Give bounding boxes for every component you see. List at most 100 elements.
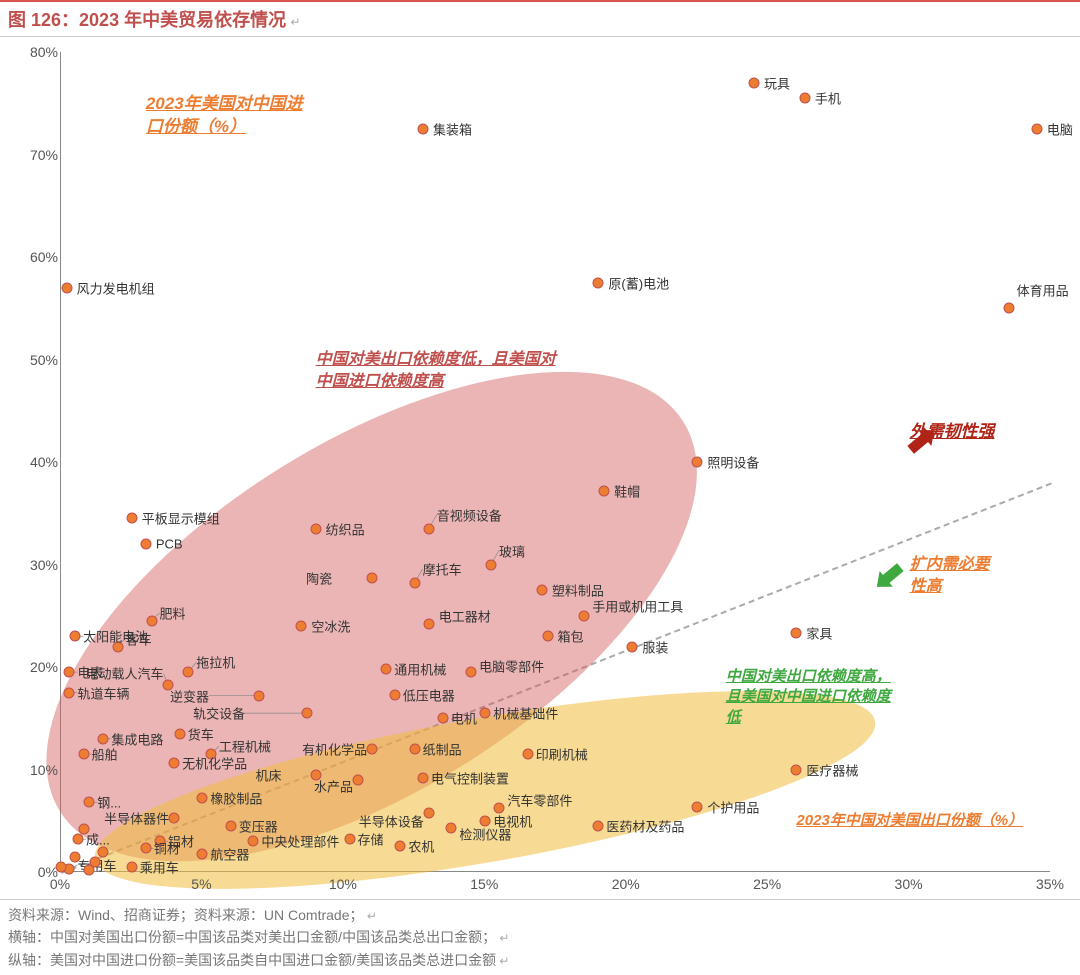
data-point bbox=[140, 843, 151, 854]
data-point bbox=[418, 123, 429, 134]
data-label: 电工器材 bbox=[439, 606, 491, 625]
data-label: 轨道车辆 bbox=[77, 683, 129, 702]
data-label: 家具 bbox=[806, 624, 832, 643]
chart-annotation: 中国对美出口依赖度低，且美国对中国进口依赖度高 bbox=[316, 349, 556, 392]
data-label: 检测仪器 bbox=[459, 824, 511, 843]
data-point bbox=[367, 572, 378, 583]
data-point bbox=[593, 820, 604, 831]
data-label: 航空器 bbox=[210, 844, 249, 863]
data-label: 电气控制装置 bbox=[431, 768, 509, 787]
data-point bbox=[389, 689, 400, 700]
data-label: 电表 bbox=[77, 663, 103, 682]
data-point bbox=[146, 615, 157, 626]
data-label: 机械基础件 bbox=[493, 704, 558, 723]
data-label: 半导体设备 bbox=[359, 811, 424, 830]
data-point bbox=[409, 744, 420, 755]
data-point bbox=[174, 728, 185, 739]
data-label: 货车 bbox=[188, 724, 214, 743]
data-label: 纺织品 bbox=[326, 519, 365, 538]
data-label: 拖拉机 bbox=[196, 653, 235, 672]
data-point bbox=[437, 713, 448, 724]
data-point bbox=[302, 708, 313, 719]
data-label: 风力发电机组 bbox=[77, 278, 155, 297]
data-point bbox=[1003, 303, 1014, 314]
data-point bbox=[692, 802, 703, 813]
data-point bbox=[163, 680, 174, 691]
data-label: 集成电路 bbox=[111, 729, 163, 748]
data-point bbox=[627, 641, 638, 652]
data-label: 印刷机械 bbox=[536, 745, 588, 764]
data-label: 电脑零部件 bbox=[479, 657, 544, 676]
data-point bbox=[84, 797, 95, 808]
data-point bbox=[126, 513, 137, 524]
chart-annotation: 2023年中国对美国出口份额（%） bbox=[796, 811, 1023, 831]
data-point bbox=[485, 559, 496, 570]
data-label: 医药材及药品 bbox=[606, 816, 684, 835]
data-label: 有机化学品 bbox=[302, 740, 367, 759]
y-tick: 80% bbox=[20, 44, 58, 60]
data-label: 电脑 bbox=[1047, 119, 1073, 138]
data-point bbox=[225, 820, 236, 831]
chart-footer: 资料来源：Wind、招商证券；资料来源：UN Comtrade； ↵ 横轴：中国… bbox=[0, 899, 1080, 975]
data-point bbox=[692, 457, 703, 468]
data-point bbox=[536, 585, 547, 596]
data-label: 通用机械 bbox=[394, 660, 446, 679]
data-label: 空冰洗 bbox=[311, 617, 350, 636]
data-label: 存储 bbox=[358, 830, 384, 849]
chart-annotation: 扩内需必要性高 bbox=[910, 554, 990, 597]
data-label: 汽车零部件 bbox=[507, 791, 572, 810]
data-point bbox=[409, 577, 420, 588]
data-label: 低压电器 bbox=[403, 685, 455, 704]
data-label: 陶瓷 bbox=[306, 568, 332, 587]
data-point bbox=[64, 687, 75, 698]
data-point bbox=[140, 539, 151, 550]
data-point bbox=[183, 667, 194, 678]
data-label: 农机 bbox=[408, 837, 434, 856]
data-point bbox=[169, 812, 180, 823]
y-tick: 70% bbox=[20, 147, 58, 163]
data-label: 手用或机用工具 bbox=[592, 596, 683, 615]
chart-title: 图 126：2023 年中美贸易依存情况 bbox=[8, 10, 286, 30]
data-point bbox=[248, 836, 259, 847]
data-label: 体育用品 bbox=[1017, 281, 1069, 300]
data-point bbox=[70, 631, 81, 642]
data-point bbox=[423, 618, 434, 629]
data-point bbox=[61, 282, 72, 293]
data-label: 纸制品 bbox=[423, 740, 462, 759]
data-point bbox=[593, 277, 604, 288]
data-label: 原(蓄)电池 bbox=[608, 273, 669, 292]
data-point bbox=[78, 823, 89, 834]
data-point bbox=[344, 834, 355, 845]
data-point bbox=[310, 523, 321, 534]
data-point bbox=[126, 861, 137, 872]
data-point bbox=[84, 864, 95, 875]
data-point bbox=[418, 772, 429, 783]
data-point bbox=[197, 793, 208, 804]
data-point bbox=[799, 93, 810, 104]
data-point bbox=[749, 77, 760, 88]
data-label: 机床 bbox=[256, 765, 282, 784]
data-label: 鞋帽 bbox=[614, 481, 640, 500]
data-point bbox=[70, 851, 81, 862]
data-label: 工程机械 bbox=[219, 737, 271, 756]
data-label: 照明设备 bbox=[707, 453, 759, 472]
data-point bbox=[197, 848, 208, 859]
data-point bbox=[353, 774, 364, 785]
data-label: 乘用车 bbox=[140, 857, 179, 876]
data-point bbox=[381, 664, 392, 675]
data-label: 个护用品 bbox=[707, 798, 759, 817]
data-label: 变压器 bbox=[239, 816, 278, 835]
footer-yaxis-def: 纵轴：美国对中国进口份额=美国该品类自中国进口金额/美国该品类总进口金额 bbox=[8, 952, 496, 968]
data-point bbox=[64, 667, 75, 678]
y-tick: 30% bbox=[20, 557, 58, 573]
data-point bbox=[98, 733, 109, 744]
data-label: 橡胶制品 bbox=[210, 789, 262, 808]
data-label: 钢... bbox=[97, 793, 121, 812]
data-label: 玩具 bbox=[764, 73, 790, 92]
data-point bbox=[72, 834, 83, 845]
data-label: 医疗器械 bbox=[806, 760, 858, 779]
data-label: 手机 bbox=[815, 89, 841, 108]
data-point bbox=[1031, 123, 1042, 134]
scatter-chart: 玩具手机电脑集装箱原(蓄)电池体育用品风力发电机组照明设备鞋帽平板显示模组PCB… bbox=[20, 42, 1070, 902]
data-point bbox=[446, 822, 457, 833]
